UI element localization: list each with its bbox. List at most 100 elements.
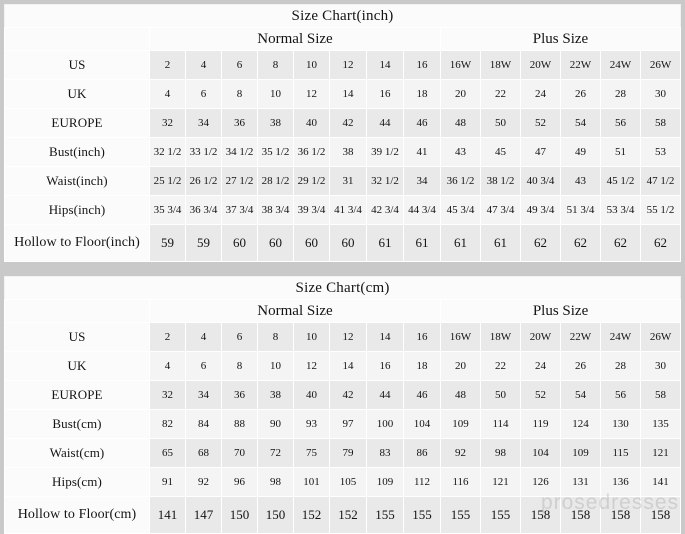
cell: 158	[520, 496, 561, 534]
cell: 10	[257, 79, 294, 109]
cell: 39 3/4	[293, 195, 330, 225]
cell: 38	[257, 108, 294, 138]
cell: 14	[329, 351, 367, 381]
table-row: Hips(inch) 35 3/4 36 3/4 37 3/4 38 3/4 3…	[4, 195, 682, 225]
cell: 109	[560, 438, 601, 468]
cell: 6	[221, 322, 258, 352]
table-row: UK 4 6 8 10 12 14 16 18 20 22 24 26 28 3…	[4, 79, 682, 109]
row-label-waist: Waist(inch)	[4, 166, 150, 196]
cell: 60	[257, 224, 294, 262]
row-label-europe: EUROPE	[4, 108, 150, 138]
cell: 131	[560, 467, 601, 497]
cell: 14	[329, 79, 367, 109]
cell: 8	[221, 351, 258, 381]
row-label-uk: UK	[4, 351, 150, 381]
cell: 70	[221, 438, 258, 468]
cell: 155	[480, 496, 521, 534]
cell: 91	[149, 467, 186, 497]
row-label-hips: Hips(inch)	[4, 195, 150, 225]
cell: 84	[185, 409, 222, 439]
cell: 59	[149, 224, 186, 262]
cell: 47	[520, 137, 561, 167]
cell: 40	[293, 380, 330, 410]
table-row: US 2 4 6 8 10 12 14 16 16W 18W 20W 22W 2…	[4, 50, 682, 80]
cell: 49 3/4	[520, 195, 561, 225]
cell: 12	[329, 322, 367, 352]
cell: 155	[403, 496, 441, 534]
cell: 147	[185, 496, 222, 534]
cell: 6	[221, 50, 258, 80]
cell: 72	[257, 438, 294, 468]
cell: 45 1/2	[600, 166, 641, 196]
cell: 104	[520, 438, 561, 468]
cell: 109	[366, 467, 404, 497]
cell: 112	[403, 467, 441, 497]
cell: 54	[560, 108, 601, 138]
cell: 26W	[639, 322, 682, 352]
cell: 36	[221, 380, 258, 410]
cell: 42	[329, 108, 367, 138]
cell: 62	[560, 224, 601, 262]
cell: 116	[440, 467, 481, 497]
table-row: UK 4 6 8 10 12 14 16 18 20 22 24 26 28 3…	[4, 351, 682, 381]
cell: 36 1/2	[440, 166, 481, 196]
cell: 40	[293, 108, 330, 138]
cell: 47 3/4	[480, 195, 521, 225]
cell: 6	[185, 351, 222, 381]
cell: 79	[329, 438, 367, 468]
row-label-bust: Bust(cm)	[4, 409, 150, 439]
cell: 18	[403, 79, 441, 109]
cell: 41 3/4	[329, 195, 367, 225]
cell: 61	[366, 224, 404, 262]
cell: 14	[366, 322, 404, 352]
group-header-corner	[4, 299, 150, 323]
cell: 36 1/2	[293, 137, 330, 167]
cell: 32 1/2	[149, 137, 186, 167]
cell: 126	[520, 467, 561, 497]
cell: 158	[639, 496, 682, 534]
cell: 60	[221, 224, 258, 262]
cell: 92	[185, 467, 222, 497]
cell: 4	[149, 351, 186, 381]
size-chart-inch-body: Size Chart(inch) Normal Size Plus Size U…	[3, 4, 682, 262]
cell: 12	[329, 50, 367, 80]
cell: 115	[600, 438, 641, 468]
cell: 61	[480, 224, 521, 262]
cell: 152	[293, 496, 330, 534]
cell: 16	[403, 322, 441, 352]
cell: 62	[600, 224, 641, 262]
table-row: Bust(cm) 82 84 88 90 93 97 100 104 109 1…	[4, 409, 682, 439]
cell: 26	[560, 351, 601, 381]
cell: 2	[149, 50, 186, 80]
cell: 38 3/4	[257, 195, 294, 225]
cell: 88	[221, 409, 258, 439]
cell: 30	[639, 79, 682, 109]
cell: 50	[480, 108, 521, 138]
cell: 75	[293, 438, 330, 468]
cell: 39 1/2	[366, 137, 404, 167]
cell: 34 1/2	[221, 137, 258, 167]
cell: 10	[293, 50, 330, 80]
cell: 54	[560, 380, 601, 410]
cell: 29 1/2	[293, 166, 330, 196]
cell: 158	[560, 496, 601, 534]
cell: 150	[257, 496, 294, 534]
cell: 10	[257, 351, 294, 381]
cell: 4	[185, 322, 222, 352]
cell: 4	[149, 79, 186, 109]
row-label-hips: Hips(cm)	[4, 467, 150, 497]
cell: 20W	[520, 50, 561, 80]
cell: 52	[520, 380, 561, 410]
cell: 24W	[600, 322, 641, 352]
table-row: Hips(cm) 91 92 96 98 101 105 109 112 116…	[4, 467, 682, 497]
cell: 32 1/2	[366, 166, 404, 196]
cell: 59	[185, 224, 222, 262]
cell: 45	[480, 137, 521, 167]
cell: 56	[600, 108, 641, 138]
cell: 61	[440, 224, 481, 262]
cell: 97	[329, 409, 367, 439]
cell: 28 1/2	[257, 166, 294, 196]
cell: 26 1/2	[185, 166, 222, 196]
row-label-hollow-to-floor: Hollow to Floor(cm)	[4, 496, 150, 534]
cell: 26	[560, 79, 601, 109]
